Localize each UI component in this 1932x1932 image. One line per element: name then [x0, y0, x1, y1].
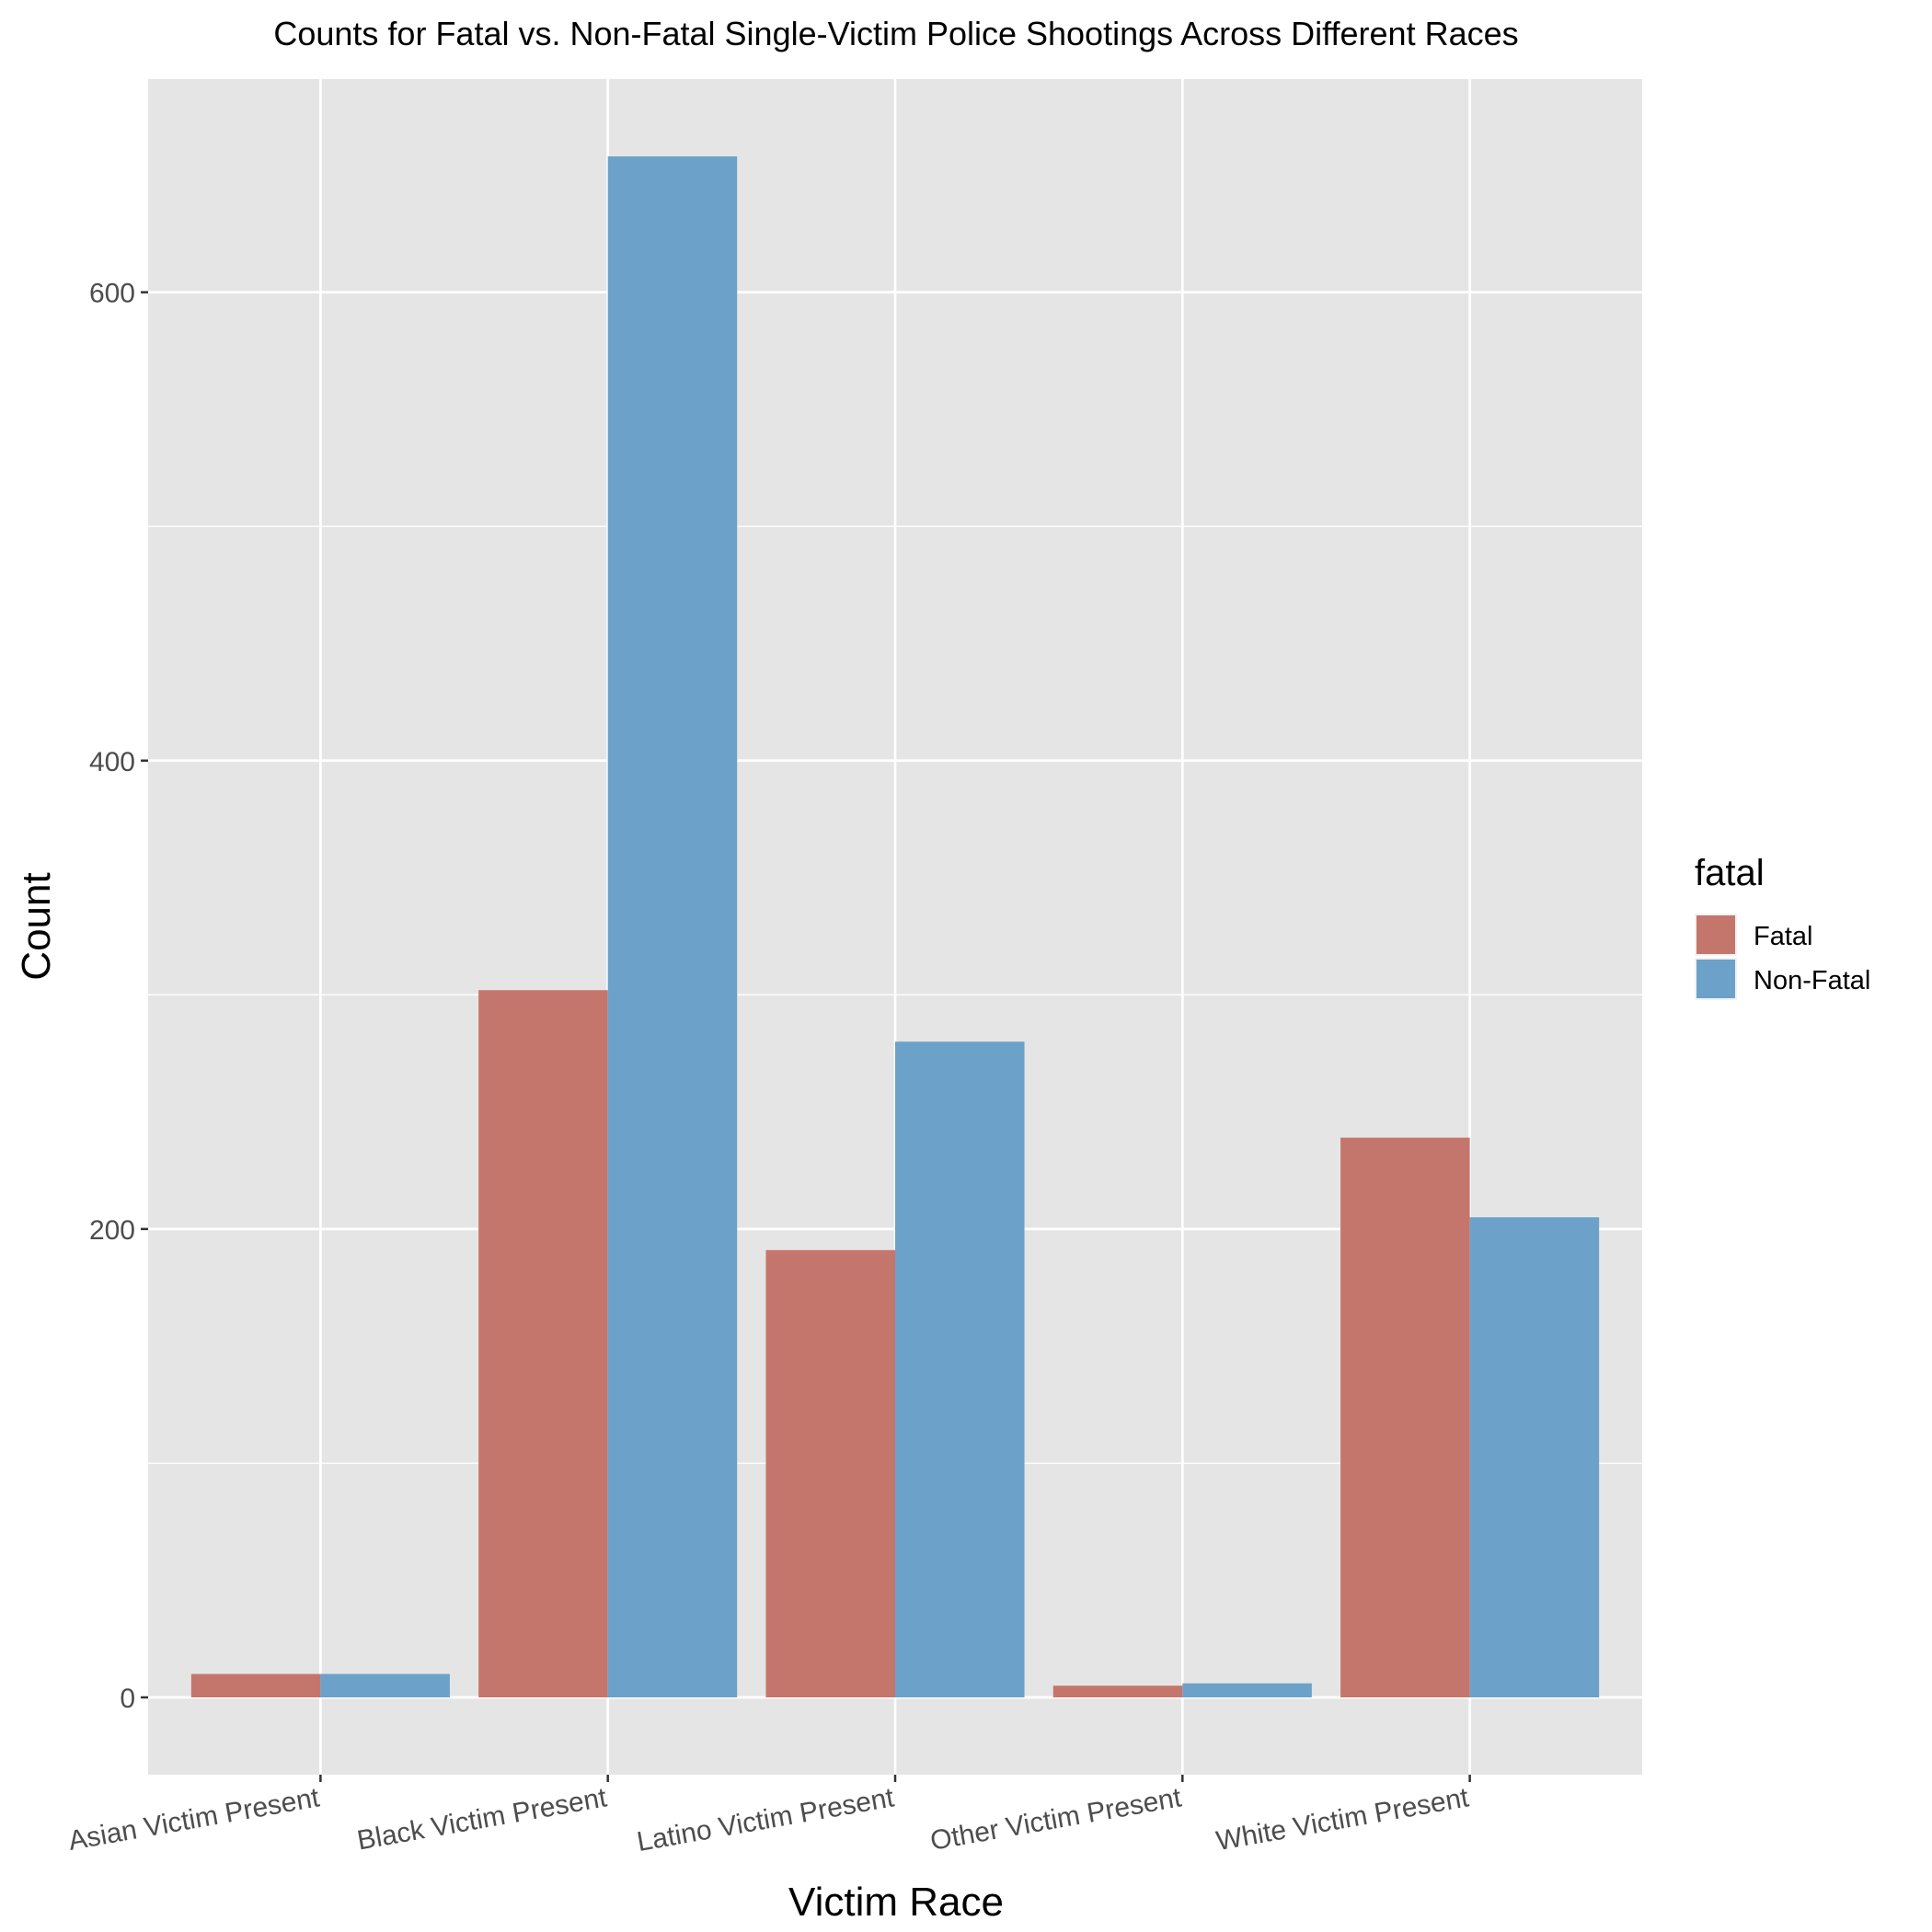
x-tick-label: Other Victim Present	[928, 1782, 1184, 1857]
bar	[1469, 1217, 1600, 1697]
legend-swatch	[1696, 915, 1735, 954]
bar	[320, 1673, 450, 1697]
bar	[190, 1673, 321, 1697]
chart-title: Counts for Fatal vs. Non-Fatal Single-Vi…	[273, 15, 1518, 52]
bar	[607, 156, 738, 1697]
bars	[190, 156, 1600, 1697]
bar	[1340, 1137, 1470, 1697]
y-tick-label: 600	[89, 279, 135, 309]
legend: fatal Fatal Non-Fatal	[1695, 853, 1870, 1000]
legend-swatch	[1696, 960, 1735, 998]
x-tick-label: White Victim Present	[1213, 1782, 1471, 1857]
y-axis-title: Count	[14, 872, 59, 980]
bar	[895, 1041, 1025, 1697]
bar	[1052, 1685, 1183, 1697]
x-axis-title: Victim Race	[788, 1880, 1004, 1925]
x-tick-label: Asian Victim Present	[66, 1782, 322, 1857]
x-tick-label: Latino Victim Present	[635, 1782, 897, 1857]
y-tick-label: 0	[120, 1684, 135, 1714]
y-tick-label: 400	[89, 747, 135, 777]
legend-title: fatal	[1695, 853, 1765, 893]
bar	[1182, 1683, 1312, 1697]
bar	[478, 990, 608, 1697]
y-tick-label: 200	[89, 1215, 135, 1246]
legend-label: Fatal	[1754, 922, 1812, 951]
legend-label: Non-Fatal	[1754, 966, 1870, 995]
legend-items: Fatal Non-Fatal	[1695, 914, 1870, 1000]
x-tick-label: Black Victim Present	[355, 1782, 610, 1856]
bar	[765, 1249, 895, 1697]
